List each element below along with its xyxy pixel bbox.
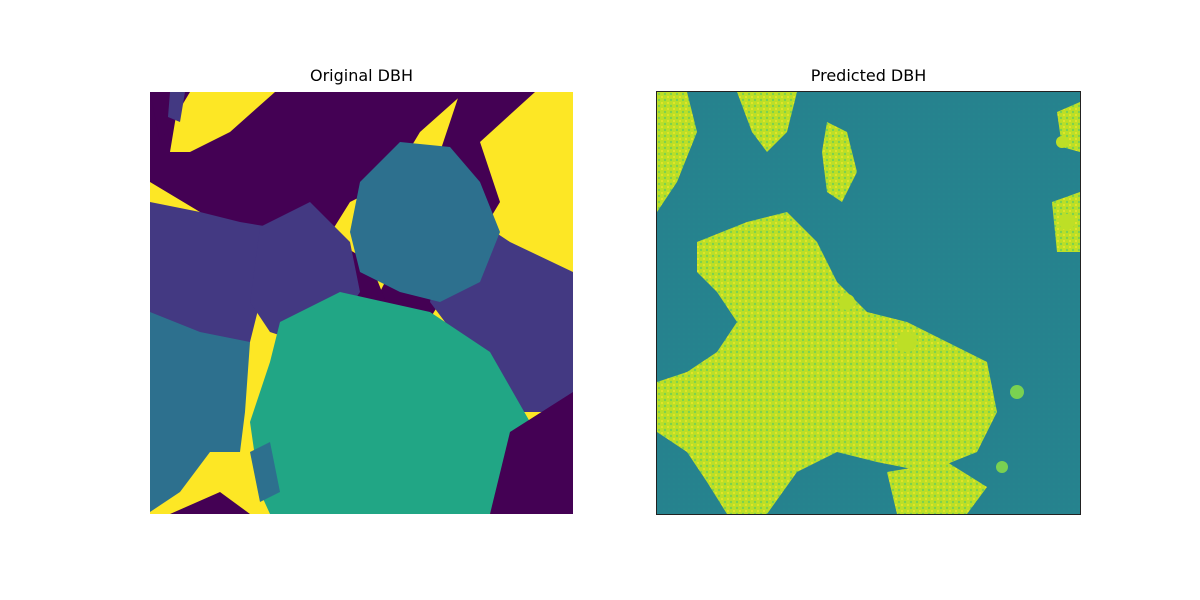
- region-dark-right: [490, 392, 573, 514]
- pred-dot-4: [1010, 385, 1024, 399]
- region-teal-small: [250, 442, 280, 502]
- region-purple-small: [168, 92, 185, 122]
- region-green: [250, 292, 530, 514]
- pred-dot-1: [897, 332, 917, 352]
- pred-dot-3: [996, 461, 1008, 473]
- pred-dot-5: [1059, 214, 1075, 230]
- pred-dot-2: [839, 294, 855, 310]
- original-dbh-image: [150, 92, 573, 514]
- region-teal-top: [350, 142, 500, 302]
- predicted-dbh-title: Predicted DBH: [810, 66, 927, 85]
- pred-band-left: [657, 92, 697, 212]
- pred-patch-bottom: [887, 462, 987, 514]
- pred-strip-mid: [822, 122, 857, 202]
- region-teal-left: [150, 312, 250, 512]
- original-dbh-title: Original DBH: [309, 66, 414, 85]
- pred-mass-center: [657, 212, 997, 514]
- predicted-dbh-image: [656, 91, 1081, 515]
- pred-band-top: [737, 92, 797, 152]
- region-purple-left: [150, 202, 290, 362]
- pred-dot-6: [1056, 136, 1068, 148]
- region-dark-bottom: [170, 492, 250, 514]
